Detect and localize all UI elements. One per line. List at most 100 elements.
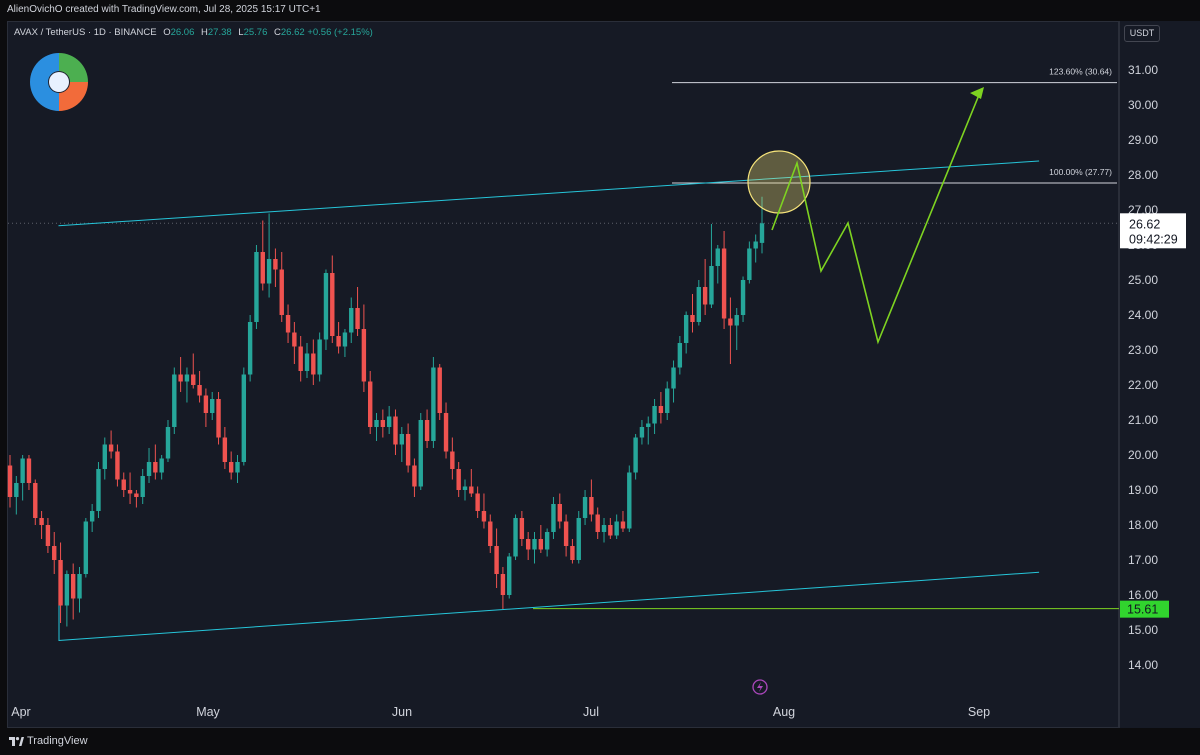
candle-body: [709, 266, 714, 305]
candle-body: [589, 497, 594, 515]
candle-body: [614, 521, 619, 536]
x-tick-label: Jul: [583, 705, 599, 719]
candle-body: [759, 223, 765, 243]
candle-body: [544, 532, 550, 550]
candle-body: [620, 521, 626, 529]
candle-body: [222, 437, 228, 462]
candle-body: [424, 420, 430, 441]
y-tick-label: 24.00: [1128, 308, 1158, 322]
x-tick-label: Aug: [773, 705, 795, 719]
projection-path: [771, 89, 982, 345]
candle-body: [715, 248, 720, 266]
channel-line: [58, 160, 1040, 227]
candle-body: [570, 546, 575, 560]
candle-body: [538, 539, 544, 550]
candle-body: [45, 525, 51, 546]
candle-body: [228, 462, 234, 473]
candle-body: [374, 420, 379, 427]
candle-body: [96, 469, 101, 511]
candle-body: [298, 346, 303, 371]
candle-body: [639, 427, 645, 438]
y-tick-label: 15.00: [1128, 623, 1158, 637]
candle-body: [349, 308, 354, 333]
candle-body: [601, 525, 607, 532]
candle-body: [462, 486, 468, 490]
high-value: 27.38: [207, 27, 232, 38]
candle-body: [753, 241, 758, 249]
candle-body: [178, 374, 183, 382]
candle-body: [519, 518, 525, 539]
candle-body: [469, 486, 474, 494]
channel-line: [58, 571, 1040, 641]
low-label: L: [238, 27, 244, 38]
support-price-tag: [1120, 600, 1169, 618]
candle-body: [89, 511, 95, 522]
symbol-name[interactable]: AVAX / TetherUS · 1D · BINANCE: [14, 27, 157, 38]
candle-body: [393, 416, 398, 445]
candle-body: [247, 322, 253, 375]
candle-body: [443, 413, 449, 452]
attribution-text: AlienOvichO created with TradingView.com…: [7, 4, 321, 15]
candle-body: [210, 399, 215, 413]
candle-body: [734, 315, 739, 326]
candle-body: [58, 560, 63, 606]
candle-body: [399, 434, 404, 445]
candle-body: [500, 574, 506, 595]
symbol-legend: AVAX / TetherUS · 1D · BINANCE O26.06 H2…: [14, 27, 373, 38]
candle-body: [702, 287, 708, 305]
tradingview-brand[interactable]: TradingView: [27, 735, 88, 747]
candle-body: [26, 458, 32, 483]
candle-body: [20, 458, 25, 483]
candle-body: [64, 574, 70, 606]
support-price-value: 15.61: [1127, 603, 1158, 617]
candle-body: [405, 434, 411, 466]
candle-body: [696, 287, 702, 322]
candle-body: [683, 315, 689, 343]
candle-body: [740, 280, 746, 315]
candle-body: [551, 504, 556, 532]
y-tick-label: 20.00: [1128, 448, 1158, 462]
candle-body: [102, 444, 107, 469]
candle-body: [513, 518, 518, 557]
y-tick-label: 17.00: [1128, 553, 1158, 567]
candle-body: [108, 444, 114, 452]
candle-body: [355, 308, 360, 329]
open-label: O: [163, 27, 171, 38]
change-value: +0.56 (+2.15%): [307, 27, 373, 38]
candle-body: [507, 556, 512, 595]
candle-body: [671, 367, 676, 389]
candle-body: [304, 353, 310, 371]
candle-body: [39, 518, 44, 525]
candle-body: [197, 385, 202, 396]
y-tick-label: 30.00: [1128, 98, 1158, 112]
candle-body: [563, 521, 569, 546]
close-value: 26.62: [280, 27, 305, 38]
x-tick-label: Apr: [11, 705, 30, 719]
candle-body: [292, 332, 297, 347]
candle-body: [323, 273, 329, 340]
candle-body: [330, 273, 335, 336]
fib-level-label: 123.60% (30.64): [1049, 67, 1112, 77]
candle-body: [266, 259, 272, 284]
candle-body: [494, 546, 499, 574]
candle-body: [595, 514, 600, 532]
projection-arrowhead: [970, 87, 984, 99]
currency-button[interactable]: USDT: [1124, 25, 1160, 42]
candle-body: [172, 374, 177, 427]
candle-body: [361, 329, 367, 382]
author-logo-icon: [30, 53, 88, 111]
candle-body: [437, 367, 442, 413]
candle-body: [279, 269, 284, 315]
candle-body: [481, 511, 487, 522]
last-price-value: 26.62: [1129, 217, 1160, 231]
candle-body: [33, 483, 38, 518]
candle-body: [146, 462, 152, 476]
candle-body: [216, 399, 221, 438]
candle-body: [431, 367, 436, 441]
y-tick-label: 22.00: [1128, 378, 1158, 392]
candle-body: [525, 539, 531, 550]
candle-body: [52, 546, 57, 560]
candle-body: [582, 497, 588, 518]
candle-body: [336, 336, 341, 347]
